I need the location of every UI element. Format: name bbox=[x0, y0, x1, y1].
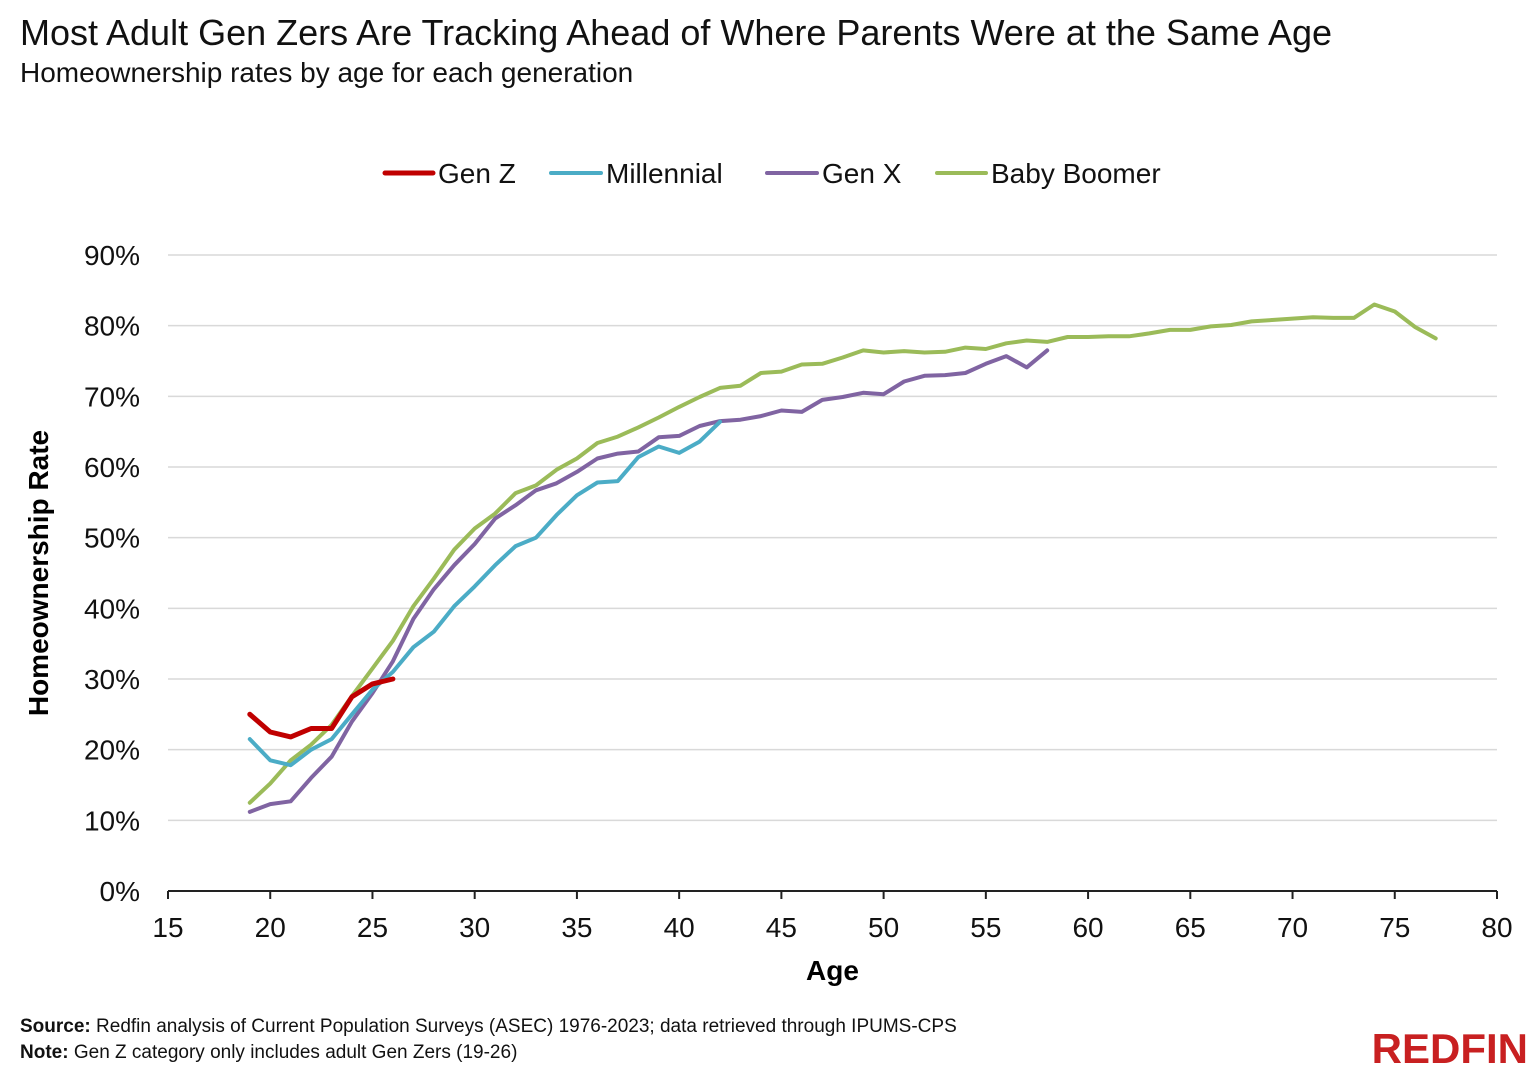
x-tick-label: 65 bbox=[1175, 912, 1206, 943]
x-tick-labels: 15 20 25 30 35 40 45 50 55 60 65 70 75 80 bbox=[152, 912, 1512, 943]
series-line-millennial bbox=[247, 419, 722, 768]
legend-label-baby-boomer: Baby Boomer bbox=[991, 158, 1161, 189]
x-tick-label: 30 bbox=[459, 912, 490, 943]
series-line-baby-boomer bbox=[247, 302, 1438, 805]
series-line-gen-x bbox=[247, 348, 1050, 814]
legend-label-millennial: Millennial bbox=[606, 158, 723, 189]
x-tick-label: 50 bbox=[868, 912, 899, 943]
y-tick-label: 30% bbox=[84, 664, 140, 695]
x-tick-label: 35 bbox=[561, 912, 592, 943]
legend-label-gen-x: Gen X bbox=[822, 158, 902, 189]
x-tick-label: 15 bbox=[152, 912, 183, 943]
redfin-logo: REDFIN bbox=[1371, 1025, 1528, 1072]
y-tick-label: 50% bbox=[84, 523, 140, 554]
x-tick-label: 55 bbox=[970, 912, 1001, 943]
y-tick-label: 0% bbox=[100, 876, 140, 907]
note-text: Gen Z category only includes adult Gen Z… bbox=[73, 1042, 518, 1063]
axes bbox=[167, 890, 1498, 899]
source-line: Source: Redfin analysis of Current Popul… bbox=[20, 1016, 957, 1038]
gridlines bbox=[168, 254, 1497, 822]
y-tick-label: 80% bbox=[84, 311, 140, 342]
y-tick-label: 70% bbox=[84, 381, 140, 412]
y-tick-label: 20% bbox=[84, 735, 140, 766]
x-tick-label: 75 bbox=[1379, 912, 1410, 943]
x-tick-label: 20 bbox=[255, 912, 286, 943]
source-label: Source: bbox=[20, 1016, 91, 1037]
series-line-gen-z bbox=[247, 676, 396, 740]
y-tick-label: 40% bbox=[84, 593, 140, 624]
x-tick-label: 45 bbox=[766, 912, 797, 943]
x-tick-label: 60 bbox=[1072, 912, 1103, 943]
y-tick-label: 60% bbox=[84, 452, 140, 483]
y-axis-label: Homeownership Rate bbox=[23, 430, 54, 716]
legend: Gen Z Millennial Gen X Baby Boomer bbox=[382, 158, 1161, 189]
legend-label-gen-z: Gen Z bbox=[438, 158, 516, 189]
source-text: Redfin analysis of Current Population Su… bbox=[96, 1016, 957, 1037]
y-tick-label: 10% bbox=[84, 805, 140, 836]
x-tick-label: 25 bbox=[357, 912, 388, 943]
note-label: Note: bbox=[20, 1042, 69, 1063]
chart-title: Most Adult Gen Zers Are Tracking Ahead o… bbox=[20, 12, 1333, 53]
x-tick-label: 70 bbox=[1277, 912, 1308, 943]
x-tick-label: 80 bbox=[1481, 912, 1512, 943]
x-axis-label: Age bbox=[806, 955, 859, 986]
series-lines bbox=[247, 302, 1438, 814]
x-tick-label: 40 bbox=[664, 912, 695, 943]
chart-subtitle: Homeownership rates by age for each gene… bbox=[20, 57, 634, 88]
note-line: Note: Gen Z category only includes adult… bbox=[20, 1042, 517, 1064]
y-tick-labels: 0% 10% 20% 30% 40% 50% 60% 70% 80% 90% bbox=[84, 240, 140, 907]
y-tick-label: 90% bbox=[84, 240, 140, 271]
